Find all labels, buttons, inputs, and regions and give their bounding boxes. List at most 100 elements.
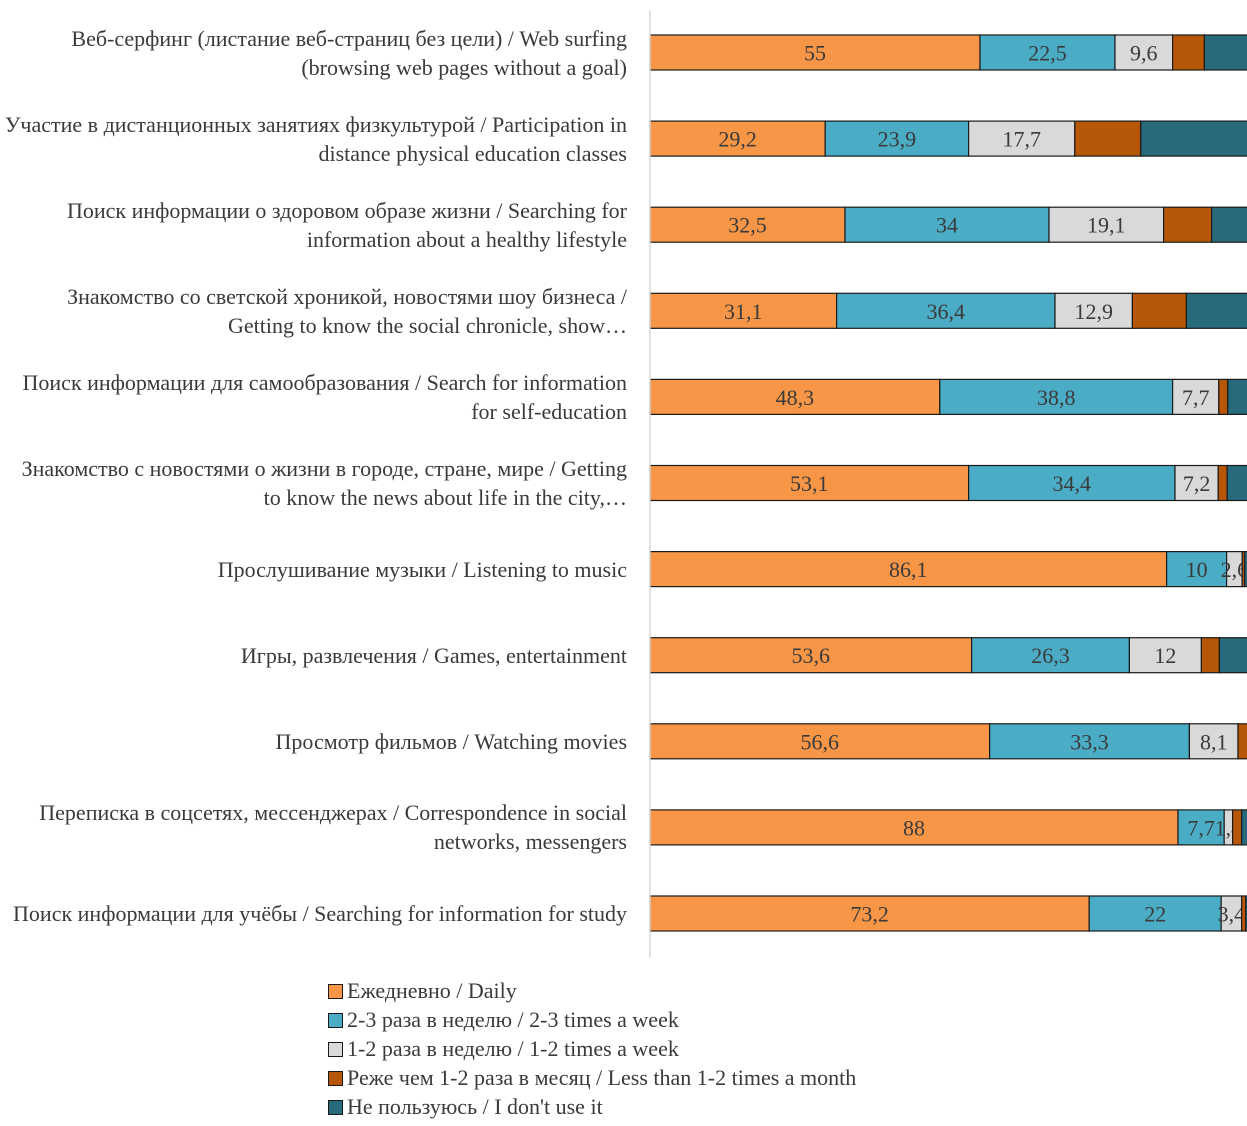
legend-swatch (328, 1042, 343, 1057)
data-label: 12,9 (1074, 299, 1113, 324)
bar-segment (1237, 723, 1247, 760)
bar-segment (1171, 378, 1220, 415)
bar-segment (649, 637, 973, 674)
category-label: Поиск информации для самообразования / S… (22, 369, 627, 424)
bar-segment (988, 723, 1190, 760)
data-label: 36,4 (927, 299, 966, 324)
data-label: 9,6 (1130, 41, 1158, 66)
bar-segment (1217, 464, 1228, 502)
data-label: 53,6 (792, 643, 831, 668)
bar-segment (649, 206, 846, 243)
category-label: Просмотр фильмов / Watching movies (275, 728, 627, 754)
data-label: 19,1 (1087, 213, 1126, 238)
bar-segment (979, 34, 1116, 71)
bar-segment (1245, 895, 1247, 932)
bar-segment (1054, 292, 1134, 329)
data-label: 7,7 (1182, 385, 1210, 410)
bar-segment (1240, 809, 1247, 846)
data-label: 55 (804, 41, 826, 66)
bar-segment (649, 550, 1168, 588)
data-label: 33,3 (1070, 729, 1109, 754)
bar-segment (824, 120, 970, 157)
data-label: 38,8 (1037, 385, 1076, 410)
bar-segment (1185, 292, 1247, 329)
bar-segment (1131, 292, 1188, 329)
legend-label: 2-3 раза в неделю / 2-3 times a week (347, 1007, 679, 1032)
category-label: Поиск информации о здоровом образе жизни… (66, 197, 627, 252)
bar-segment (1210, 206, 1247, 243)
legend-label: Ежедневно / Daily (347, 978, 517, 1003)
bar-segment (1218, 378, 1229, 415)
data-label: 7,7 (1187, 815, 1215, 840)
data-label: 56,6 (801, 729, 840, 754)
bar-segment (1226, 464, 1247, 502)
bar-segment (649, 895, 1090, 932)
legend-item: 1-2 раза в неделю / 1-2 times a week (328, 1034, 856, 1063)
data-label: 23,9 (878, 127, 917, 152)
bar-segment (1203, 34, 1247, 71)
bar-segment (1088, 895, 1222, 932)
bar-segment (939, 378, 1174, 415)
bar-segment (1177, 809, 1225, 846)
bar-segment (649, 723, 991, 760)
bar-segment (1200, 637, 1221, 674)
bar-segment (967, 464, 1176, 502)
category-label: Веб-серфинг (листание веб-страниц без це… (71, 25, 627, 80)
legend-item: Реже чем 1-2 раза в месяц / Less than 1-… (328, 1063, 856, 1092)
category-label: Участие в дистанционных занятиях физкуль… (4, 111, 627, 166)
data-label: 8,1 (1200, 729, 1228, 754)
bar-segment (1128, 637, 1203, 674)
data-label: 22 (1144, 902, 1166, 927)
bar-segment (649, 34, 981, 71)
data-label: 53,1 (790, 471, 829, 496)
legend-label: Реже чем 1-2 раза в месяц / Less than 1-… (347, 1065, 857, 1090)
category-label: Знакомство со светской хроникой, новостя… (67, 283, 627, 338)
legend-swatch (328, 1013, 343, 1028)
legend-item: Не пользуюсь / I don't use it (328, 1092, 856, 1121)
bar-segment (1243, 550, 1247, 588)
bar-segment (1048, 206, 1165, 243)
bar-segment (1074, 120, 1142, 157)
data-label: 34,4 (1053, 471, 1092, 496)
category-label: Знакомство с новостями о жизни в городе,… (21, 456, 627, 510)
data-label: 32,5 (728, 213, 767, 238)
bar-segment (1218, 637, 1247, 674)
bar-segment (1140, 120, 1247, 157)
bar-segment (1188, 723, 1239, 760)
data-label: 3,4 (1218, 902, 1246, 927)
bar-segment (1171, 34, 1205, 71)
data-label: 86,1 (889, 557, 928, 582)
bar-segment (1227, 378, 1247, 415)
data-label: 7,2 (1183, 471, 1211, 496)
bar-segment (1231, 809, 1243, 846)
bar-segment (1114, 34, 1174, 71)
bar-segment (970, 637, 1130, 674)
bar-segment (649, 378, 941, 415)
data-label: 34 (936, 213, 958, 238)
bar-segment (967, 120, 1076, 157)
legend-label: 1-2 раза в неделю / 1-2 times a week (347, 1036, 679, 1061)
category-label: Игры, развлечения / Games, entertainment (240, 642, 627, 668)
bar-segment (1162, 206, 1213, 243)
category-label: Переписка в соцсетях, мессенджерах / Cor… (39, 800, 627, 855)
data-label: 22,5 (1028, 41, 1067, 66)
data-label: 26,3 (1031, 643, 1070, 668)
legend-item: Ежедневно / Daily (328, 976, 856, 1005)
bars-layer: 55 22,5 9,6 29,2 23,9 17,7 32,5 34 19,1 31,1 36,4 1… (649, 34, 1247, 932)
bar-segment (1240, 895, 1247, 932)
legend-swatch (328, 1071, 343, 1086)
data-label: 48,3 (776, 385, 815, 410)
data-label: 10 (1186, 557, 1208, 582)
data-label: 17,7 (1002, 127, 1041, 152)
data-label: 31,1 (724, 299, 763, 324)
bar-segment (835, 292, 1056, 329)
category-label: Прослушивание музыки / Listening to musi… (217, 556, 627, 582)
data-label: 29,2 (718, 127, 757, 152)
stacked-bar-chart: 55 22,5 9,6 29,2 23,9 17,7 32,5 34 19,1 31,1 36,4 1… (649, 10, 1247, 958)
data-label: 73,2 (850, 902, 889, 927)
data-label: 88 (903, 815, 925, 840)
legend-swatch (328, 984, 343, 999)
legend-item: 2-3 раза в неделю / 2-3 times a week (328, 1005, 856, 1034)
legend: Ежедневно / Daily 2-3 раза в неделю / 2-3… (328, 976, 856, 1121)
data-label: 12 (1154, 643, 1176, 668)
